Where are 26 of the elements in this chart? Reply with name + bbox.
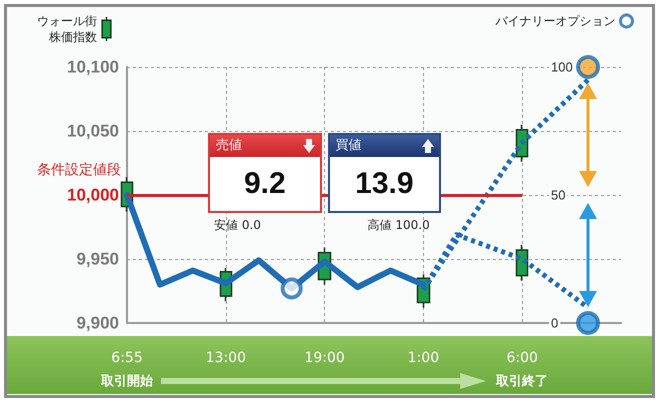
y2-tick-label: 50 <box>551 188 566 202</box>
annotation: 安値 0.0 <box>214 217 261 234</box>
y-tick-label: 10,100 <box>67 58 119 76</box>
annotation: 高値 100.0 <box>368 217 430 234</box>
text: 取引開始 <box>101 373 153 390</box>
annotation: 買値 <box>336 138 362 153</box>
x-tick-label: 1:00 <box>408 350 440 366</box>
x-tick-label: 13:00 <box>206 350 246 366</box>
y-tick-label: 9,950 <box>76 250 119 268</box>
annotation: 13.9 <box>354 166 415 202</box>
legend-label: バイナリーオプション <box>494 14 616 28</box>
text: 取引終了 <box>496 373 548 390</box>
y2-tick-label: 100 <box>551 60 573 74</box>
y-tick-label: 10,000 <box>67 186 119 204</box>
quote-panel: 売値 9.2 <box>208 133 322 213</box>
ref-line-label: 条件設定値段 <box>37 161 121 179</box>
x-tick-label: 6:00 <box>506 350 538 366</box>
y-tick-label: 9,900 <box>76 314 119 332</box>
x-tick-label: 6:55 <box>111 350 143 366</box>
x-tick-label: 19:00 <box>304 350 345 366</box>
legend-label: ウォール街株価指数 <box>37 14 97 44</box>
quote-panel: 買値 13.9 <box>328 133 442 213</box>
annotation: 売値 <box>216 138 242 153</box>
y-tick-label: 10,050 <box>67 122 119 140</box>
annotation: 9.2 <box>242 166 287 202</box>
y2-tick-label: 0 <box>551 316 558 330</box>
